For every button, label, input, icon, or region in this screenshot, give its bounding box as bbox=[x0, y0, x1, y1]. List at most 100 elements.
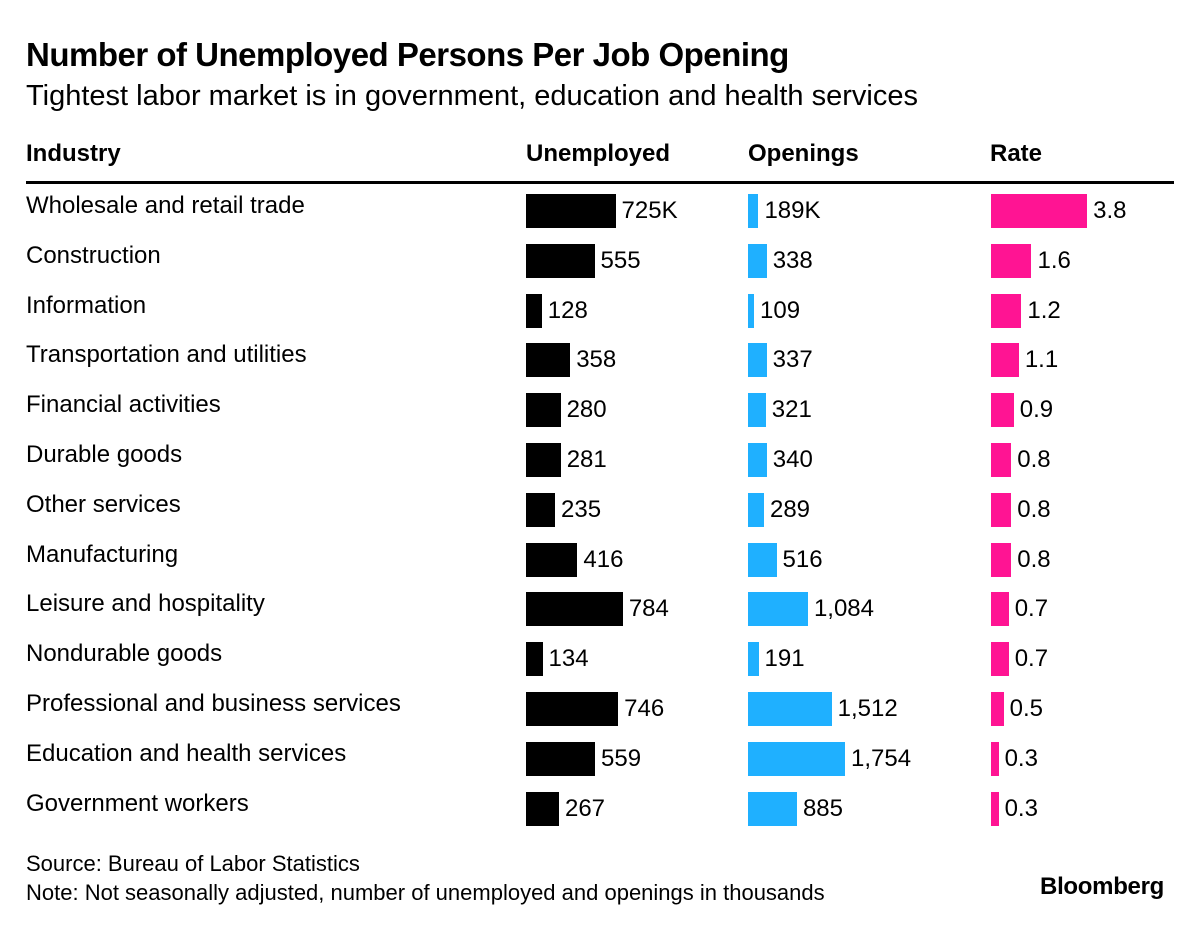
table-row: Durable goods 281 340 0.8 bbox=[0, 433, 1200, 483]
rate-bar bbox=[991, 692, 1004, 726]
rate-value-label: 0.8 bbox=[1017, 545, 1051, 573]
unemployed-value-label: 281 bbox=[566, 446, 607, 473]
openings-bar bbox=[748, 443, 767, 477]
rate-value-label: 0.5 bbox=[1009, 695, 1044, 722]
table-row: Wholesale and retail trade 725K 189K 3.8 bbox=[0, 184, 1200, 234]
unemployed-cell: 416 bbox=[526, 542, 624, 577]
openings-value-label: 109 bbox=[760, 296, 801, 324]
openings-cell: 1,754 bbox=[748, 741, 912, 776]
rate-cell: 0.8 bbox=[991, 492, 1051, 527]
rate-cell: 1.6 bbox=[991, 243, 1071, 278]
unemployed-bar bbox=[526, 343, 571, 378]
industry-label: Nondurable goods bbox=[26, 640, 223, 668]
openings-cell: 191 bbox=[748, 642, 805, 677]
industry-label: Information bbox=[26, 291, 147, 319]
unemployed-bar bbox=[526, 592, 623, 627]
unemployed-value-label: 555 bbox=[600, 246, 641, 274]
unemployed-bar bbox=[526, 791, 559, 826]
openings-cell: 321 bbox=[748, 393, 812, 428]
bloomberg-logo: Bloomberg bbox=[1040, 873, 1164, 900]
rate-bar bbox=[991, 791, 999, 826]
rate-value-label: 0.8 bbox=[1017, 446, 1051, 473]
rate-cell: 0.7 bbox=[991, 642, 1048, 677]
unemployed-value-label: 416 bbox=[583, 545, 624, 573]
openings-bar bbox=[748, 592, 808, 627]
openings-value-label: 189K bbox=[764, 197, 821, 224]
rate-bar bbox=[991, 443, 1012, 477]
openings-value-label: 1,754 bbox=[850, 744, 912, 772]
unemployed-cell: 128 bbox=[526, 293, 588, 328]
unemployed-value-label: 128 bbox=[547, 296, 588, 324]
rate-value-label: 0.3 bbox=[1004, 744, 1038, 772]
openings-cell: 289 bbox=[748, 492, 811, 527]
unemployed-cell: 784 bbox=[526, 592, 669, 627]
industry-label: Financial activities bbox=[26, 391, 221, 419]
rate-value-label: 1.2 bbox=[1027, 296, 1061, 324]
rate-value-label: 0.3 bbox=[1004, 794, 1038, 822]
rate-cell: 0.3 bbox=[991, 791, 1038, 826]
openings-cell: 340 bbox=[748, 443, 813, 477]
unemployed-value-label: 746 bbox=[624, 695, 665, 722]
column-header-openings: Openings bbox=[748, 140, 859, 167]
industry-label: Leisure and hospitality bbox=[26, 590, 265, 618]
rate-cell: 0.7 bbox=[991, 592, 1049, 627]
rate-cell: 1.1 bbox=[991, 343, 1059, 378]
table-row: Nondurable goods 134 191 0.7 bbox=[0, 632, 1200, 682]
openings-value-label: 321 bbox=[771, 396, 812, 424]
openings-cell: 1,084 bbox=[748, 592, 874, 627]
unemployed-bar bbox=[526, 741, 596, 776]
openings-bar bbox=[748, 791, 797, 826]
openings-cell: 189K bbox=[748, 194, 821, 228]
industry-label: Government workers bbox=[26, 789, 249, 817]
rate-bar bbox=[991, 243, 1032, 278]
table-row: Manufacturing 416 516 0.8 bbox=[0, 533, 1200, 583]
openings-bar bbox=[748, 343, 767, 378]
table-row: Professional and business services 746 1,5… bbox=[0, 682, 1200, 732]
source-note: Source: Bureau of Labor Statistics bbox=[26, 851, 360, 876]
industry-label: Education and health services bbox=[26, 739, 347, 767]
rate-value-label: 0.7 bbox=[1014, 595, 1049, 623]
column-header-rate: Rate bbox=[990, 140, 1043, 167]
unemployed-cell: 267 bbox=[526, 791, 606, 826]
rate-bar bbox=[991, 393, 1014, 428]
industry-label: Other services bbox=[26, 490, 181, 518]
table-row: Information 128 109 1.2 bbox=[0, 284, 1200, 334]
unemployed-bar bbox=[526, 393, 561, 428]
unemployed-value-label: 358 bbox=[576, 346, 617, 374]
header-divider bbox=[26, 181, 1174, 184]
rate-value-label: 0.8 bbox=[1017, 495, 1051, 523]
openings-cell: 1,512 bbox=[748, 692, 898, 726]
unemployed-bar bbox=[526, 692, 619, 726]
openings-cell: 338 bbox=[748, 243, 813, 278]
openings-value-label: 1,512 bbox=[837, 695, 898, 722]
openings-bar bbox=[748, 243, 767, 278]
openings-bar bbox=[748, 393, 766, 428]
rate-bar bbox=[991, 741, 999, 776]
rate-bar bbox=[991, 293, 1022, 328]
unemployed-bar bbox=[526, 293, 542, 328]
rate-cell: 0.5 bbox=[991, 692, 1043, 726]
unemployed-value-label: 267 bbox=[564, 794, 606, 822]
openings-value-label: 1,084 bbox=[813, 595, 874, 623]
unemployed-cell: 280 bbox=[526, 393, 607, 428]
unemployed-bar bbox=[526, 642, 543, 677]
unemployed-value-label: 280 bbox=[566, 396, 607, 424]
table-row: Government workers 267 885 0.3 bbox=[0, 782, 1200, 832]
industry-label: Durable goods bbox=[26, 441, 183, 468]
table-row: Transportation and utilities 358 337 1.1 bbox=[0, 333, 1200, 383]
openings-value-label: 337 bbox=[772, 346, 813, 374]
footnote: Note: Not seasonally adjusted, number of… bbox=[26, 880, 825, 905]
unemployed-bar bbox=[526, 443, 561, 477]
openings-cell: 885 bbox=[748, 791, 843, 826]
openings-bar bbox=[748, 492, 764, 527]
unemployed-bar bbox=[526, 492, 556, 527]
rate-value-label: 3.8 bbox=[1093, 197, 1127, 224]
openings-value-label: 289 bbox=[769, 495, 811, 523]
unemployed-value-label: 784 bbox=[628, 595, 669, 623]
industry-label: Transportation and utilities bbox=[26, 341, 307, 369]
openings-value-label: 191 bbox=[764, 645, 805, 673]
rate-cell: 0.8 bbox=[991, 542, 1051, 577]
openings-bar bbox=[748, 542, 777, 577]
rate-value-label: 1.1 bbox=[1024, 346, 1059, 374]
